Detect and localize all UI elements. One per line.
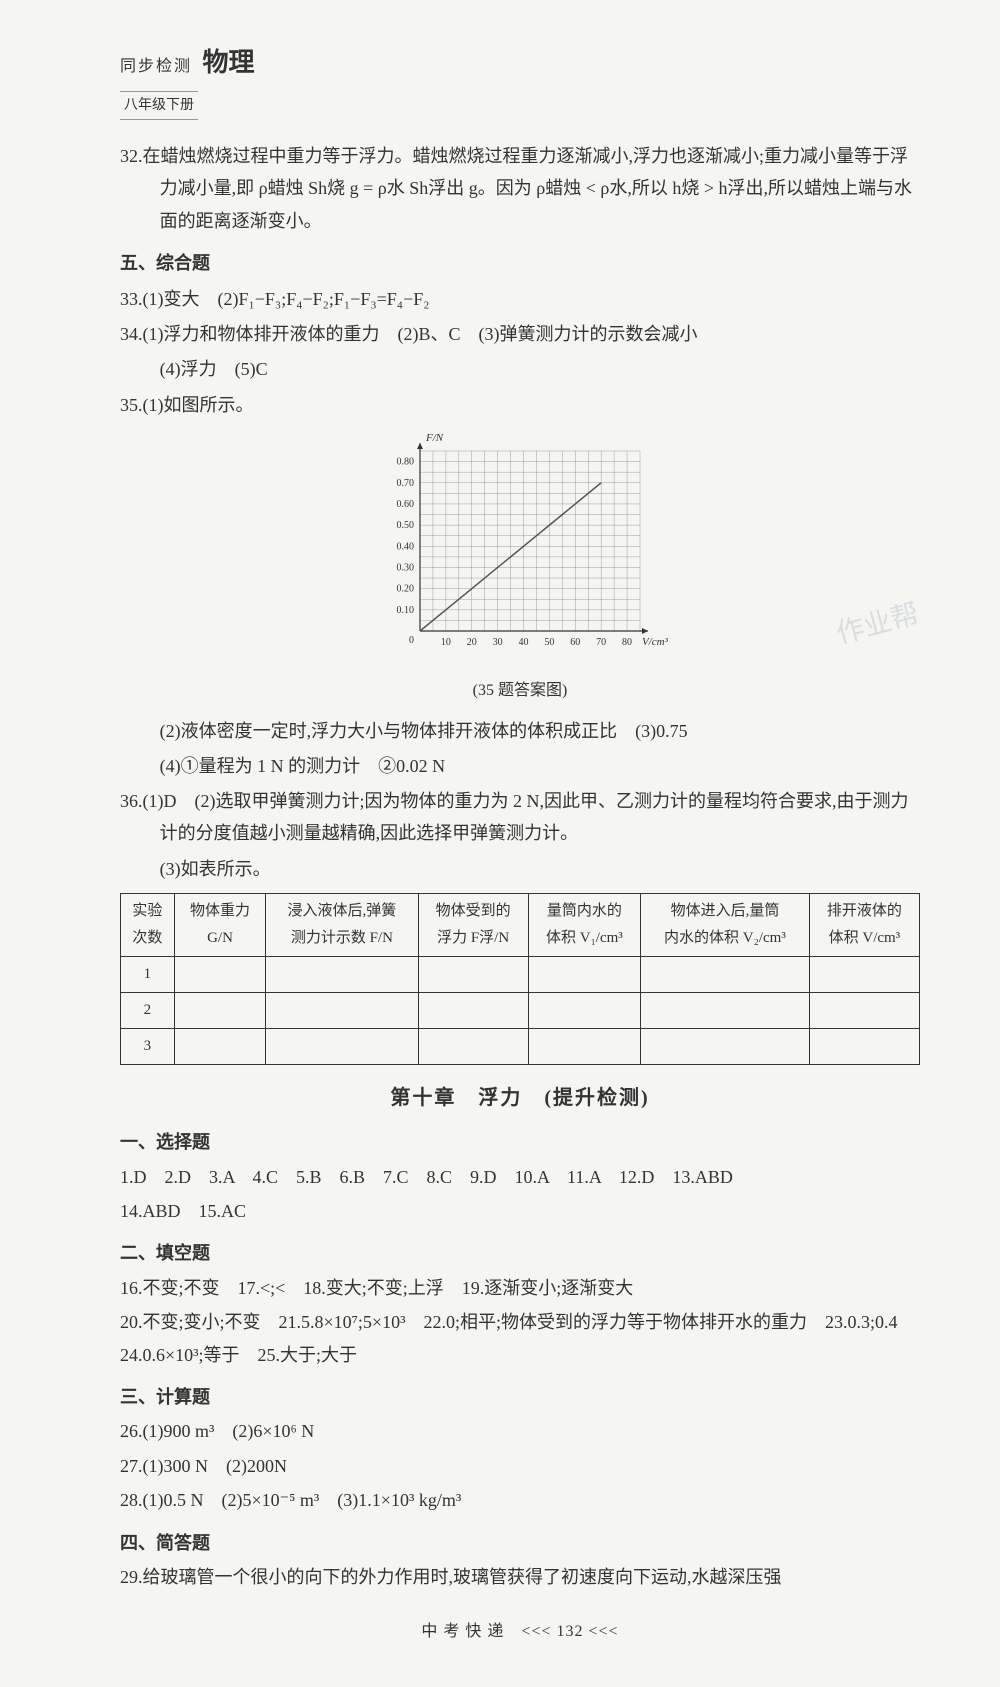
table-cell: [641, 957, 810, 993]
q28: 28.(1)0.5 N (2)5×10⁻⁵ m³ (3)1.1×10³ kg/m…: [120, 1484, 920, 1516]
table-cell: [809, 957, 919, 993]
q36-sub3: (3)如表所示。: [120, 853, 920, 885]
sec2-line1: 16.不变;不变 17.<;< 18.变大;不变;上浮 19.逐渐变小;逐渐变大: [120, 1272, 920, 1304]
svg-text:0.40: 0.40: [397, 541, 415, 552]
table-cell: [266, 957, 418, 993]
section-4-title: 四、简答题: [120, 1527, 920, 1559]
header-subtitle: 八年级下册: [120, 91, 198, 120]
table-cell: [641, 1029, 810, 1065]
sec2-line2: 20.不变;变小;不变 21.5.8×10⁷;5×10³ 22.0;相平;物体受…: [120, 1306, 920, 1371]
sec1-line1: 1.D 2.D 3.A 4.C 5.B 6.B 7.C 8.C 9.D 10.A…: [120, 1161, 920, 1193]
table-cell: [174, 993, 265, 1029]
chart-container: 10 20 30 40 50 60 70 80 0.10 0.20 0.30 0.40 0.50 0.60…: [120, 431, 920, 705]
svg-text:20: 20: [467, 637, 477, 648]
section-5-title: 五、综合题: [120, 247, 920, 279]
svg-text:0.10: 0.10: [397, 605, 415, 616]
q32-num: 32.: [120, 146, 143, 166]
q33-num: 33.: [120, 289, 143, 309]
q29: 29.给玻璃管一个很小的向下的外力作用时,玻璃管获得了初速度向下运动,水越深压强: [120, 1561, 920, 1593]
table-cell: 3: [121, 1029, 175, 1065]
q34-num: 34.: [120, 324, 143, 344]
q36-text: (1)D (2)选取甲弹簧测力计;因为物体的重力为 2 N,因此甲、乙测力计的量…: [143, 791, 909, 843]
q26: 26.(1)900 m³ (2)6×10⁶ N: [120, 1415, 920, 1447]
experiment-table: 实验次数物体重力G/N浸入液体后,弹簧测力计示数 F/N物体受到的浮力 F浮/N…: [120, 893, 920, 1065]
q27: 27.(1)300 N (2)200N: [120, 1450, 920, 1482]
q35-num: 35.: [120, 395, 143, 415]
table-header-cell: 物体重力G/N: [174, 894, 265, 957]
table-header-cell: 排开液体的体积 V/cm³: [809, 894, 919, 957]
svg-text:30: 30: [493, 637, 503, 648]
table-cell: [266, 1029, 418, 1065]
table-cell: [174, 957, 265, 993]
q34-sub: (4)浮力 (5)C: [120, 353, 920, 385]
table-cell: [528, 993, 640, 1029]
chapter-title: 第十章 浮力 (提升检测): [120, 1080, 920, 1116]
question-32: 32.在蜡烛燃烧过程中重力等于浮力。蜡烛燃烧过程重力逐渐减小,浮力也逐渐减小;重…: [120, 140, 920, 237]
header-subject: 物理: [203, 48, 255, 77]
table-header-cell: 物体受到的浮力 F浮/N: [418, 894, 528, 957]
line-chart: 10 20 30 40 50 60 70 80 0.10 0.20 0.30 0.40 0.50 0.60…: [370, 431, 670, 661]
table-cell: [174, 1029, 265, 1065]
question-33: 33.(1)变大 (2)F₁−F₃;F₄−F₂;F₁−F₃=F₄−F₂: [120, 283, 920, 315]
svg-text:0.20: 0.20: [397, 584, 415, 595]
table-cell: [418, 993, 528, 1029]
table-header-cell: 浸入液体后,弹簧测力计示数 F/N: [266, 894, 418, 957]
q35-sub2: (2)液体密度一定时,浮力大小与物体排开液体的体积成正比 (3)0.75: [120, 715, 920, 747]
svg-text:50: 50: [544, 637, 554, 648]
table-cell: [266, 993, 418, 1029]
question-36: 36.(1)D (2)选取甲弹簧测力计;因为物体的重力为 2 N,因此甲、乙测力…: [120, 785, 920, 850]
table-header-row: 实验次数物体重力G/N浸入液体后,弹簧测力计示数 F/N物体受到的浮力 F浮/N…: [121, 894, 920, 957]
question-35: 35.(1)如图所示。: [120, 389, 920, 421]
chart-caption: (35 题答案图): [120, 677, 920, 706]
q36-num: 36.: [120, 791, 143, 811]
svg-text:V/cm³: V/cm³: [642, 636, 669, 648]
table-cell: [528, 957, 640, 993]
svg-text:0.50: 0.50: [397, 520, 415, 531]
table-header-cell: 量筒内水的体积 V₁/cm³: [528, 894, 640, 957]
section-2-title: 二、填空题: [120, 1237, 920, 1269]
svg-text:F/N: F/N: [425, 432, 444, 444]
svg-text:0: 0: [409, 635, 414, 646]
q32-text: 在蜡烛燃烧过程中重力等于浮力。蜡烛燃烧过程重力逐渐减小,浮力也逐渐减小;重力减小…: [143, 146, 913, 231]
table-header-cell: 物体进入后,量筒内水的体积 V₂/cm³: [641, 894, 810, 957]
table-row: 1: [121, 957, 920, 993]
question-34: 34.(1)浮力和物体排开液体的重力 (2)B、C (3)弹簧测力计的示数会减小: [120, 318, 920, 350]
svg-text:80: 80: [622, 637, 632, 648]
svg-text:10: 10: [441, 637, 451, 648]
q33-text: (1)变大 (2)F₁−F₃;F₄−F₂;F₁−F₃=F₄−F₂: [143, 289, 430, 309]
svg-text:70: 70: [596, 637, 606, 648]
table-cell: [809, 1029, 919, 1065]
table-cell: 1: [121, 957, 175, 993]
q35-sub4: (4)①量程为 1 N 的测力计 ②0.02 N: [120, 750, 920, 782]
table-cell: [418, 1029, 528, 1065]
table-cell: 2: [121, 993, 175, 1029]
q34-text: (1)浮力和物体排开液体的重力 (2)B、C (3)弹簧测力计的示数会减小: [143, 324, 698, 344]
section-1-title: 一、选择题: [120, 1126, 920, 1158]
q35-text: (1)如图所示。: [143, 395, 254, 415]
table-body: 1 2 3: [121, 957, 920, 1065]
sec1-line2: 14.ABD 15.AC: [120, 1195, 920, 1227]
svg-text:40: 40: [519, 637, 529, 648]
table-cell: [809, 993, 919, 1029]
svg-text:0.70: 0.70: [397, 478, 415, 489]
table-row: 3: [121, 1029, 920, 1065]
table-cell: [418, 957, 528, 993]
header-title: 同步检测: [120, 58, 192, 75]
table-cell: [528, 1029, 640, 1065]
page-header: 同步检测 物理 八年级下册: [120, 40, 920, 120]
svg-text:0.30: 0.30: [397, 563, 415, 574]
page-footer: 中 考 快 递 <<< 132 <<<: [120, 1618, 920, 1647]
section-3-title: 三、计算题: [120, 1381, 920, 1413]
table-cell: [641, 993, 810, 1029]
svg-text:0.60: 0.60: [397, 499, 415, 510]
svg-text:0.80: 0.80: [397, 457, 415, 468]
svg-text:60: 60: [570, 637, 580, 648]
table-header-cell: 实验次数: [121, 894, 175, 957]
table-row: 2: [121, 993, 920, 1029]
